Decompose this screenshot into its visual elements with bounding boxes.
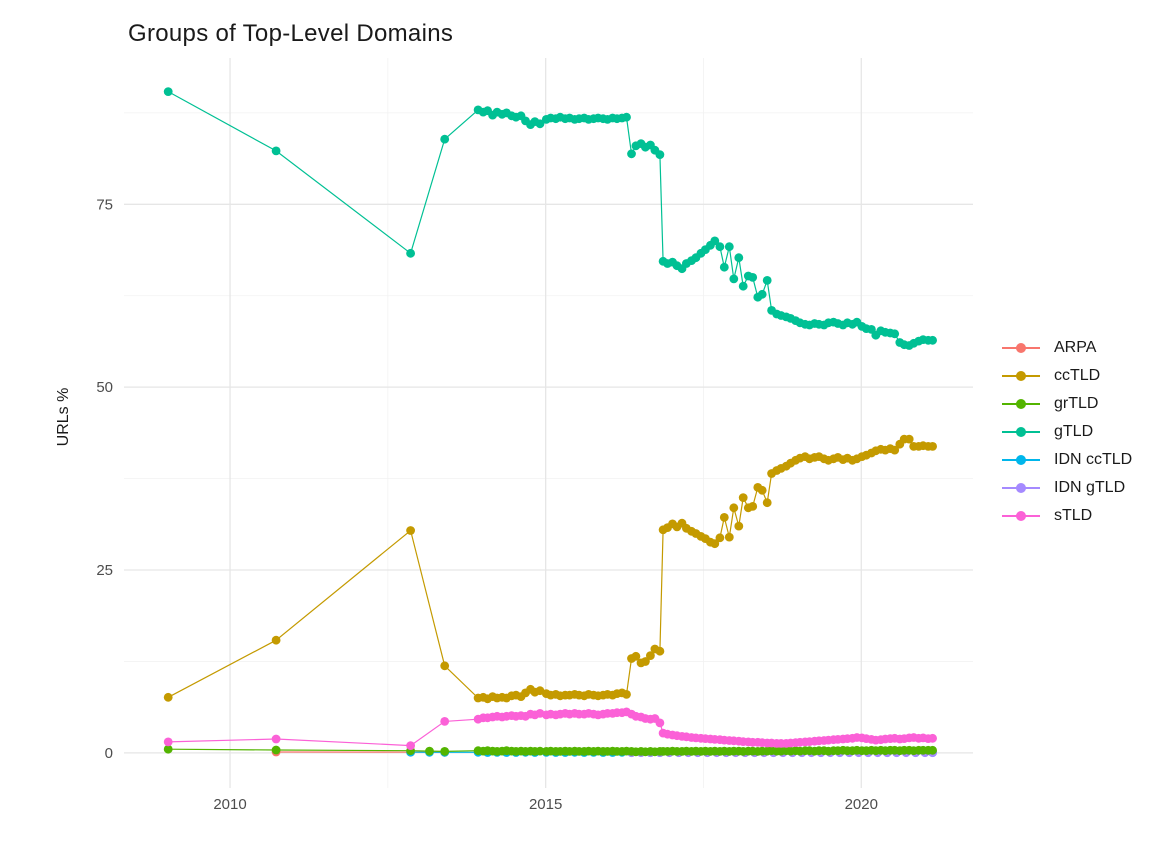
- data-point-ccTLD: [739, 493, 748, 502]
- legend-item-ARPA: ARPA: [1002, 334, 1132, 362]
- series-line-ccTLD: [168, 439, 932, 699]
- data-point-ccTLD: [763, 498, 772, 507]
- data-point-grTLD: [928, 746, 937, 755]
- data-point-ccTLD: [748, 502, 757, 511]
- legend-key-dot-icon: [1016, 343, 1026, 353]
- data-point-gTLD: [164, 87, 173, 96]
- legend-item-grTLD: grTLD: [1002, 390, 1132, 418]
- data-point-sTLD: [406, 741, 415, 750]
- data-point-ccTLD: [734, 522, 743, 531]
- data-point-grTLD: [425, 747, 434, 756]
- data-point-gTLD: [716, 242, 725, 251]
- data-point-grTLD: [440, 747, 449, 756]
- data-point-ccTLD: [729, 503, 738, 512]
- legend-key-dot-icon: [1016, 511, 1026, 521]
- data-point-gTLD: [656, 150, 665, 159]
- legend-item-gTLD: gTLD: [1002, 418, 1132, 446]
- legend-key-dot-icon: [1016, 371, 1026, 381]
- data-point-ccTLD: [905, 435, 914, 444]
- legend-swatch: [1002, 426, 1040, 438]
- x-tick-label: 2010: [213, 796, 246, 813]
- legend-label: ARPA: [1054, 339, 1096, 357]
- legend-swatch: [1002, 398, 1040, 410]
- data-point-gTLD: [734, 253, 743, 262]
- data-point-sTLD: [164, 738, 173, 747]
- y-tick-label: 0: [105, 745, 113, 762]
- legend-label: IDN ccTLD: [1054, 451, 1132, 469]
- data-point-ccTLD: [725, 533, 734, 542]
- data-point-gTLD: [406, 249, 415, 258]
- legend-label: IDN gTLD: [1054, 479, 1125, 497]
- data-point-ccTLD: [716, 533, 725, 542]
- legend-key-dot-icon: [1016, 455, 1026, 465]
- data-point-gTLD: [627, 149, 636, 158]
- x-tick-label: 2020: [845, 796, 878, 813]
- data-point-gTLD: [763, 276, 772, 285]
- legend: ARPA ccTLD grTLD gTLD IDN ccTLD IDN gTLD sTLD: [1002, 334, 1132, 530]
- legend-key-dot-icon: [1016, 427, 1026, 437]
- plot-area: 0 25 50 75 2010 2015 2020: [40, 16, 1164, 843]
- legend-item-sTLD: sTLD: [1002, 502, 1132, 530]
- data-point-ccTLD: [758, 486, 767, 495]
- data-point-gTLD: [748, 273, 757, 282]
- legend-swatch: [1002, 370, 1040, 382]
- legend-swatch: [1002, 342, 1040, 354]
- y-tick-label: 75: [96, 196, 113, 213]
- legend-item-IDN-ccTLD: IDN ccTLD: [1002, 446, 1132, 474]
- y-tick-label: 50: [96, 379, 113, 396]
- data-point-sTLD: [928, 734, 937, 743]
- data-point-gTLD: [729, 275, 738, 284]
- data-point-ccTLD: [164, 693, 173, 702]
- data-point-ccTLD: [272, 636, 281, 645]
- data-point-gTLD: [758, 290, 767, 299]
- legend-item-ccTLD: ccTLD: [1002, 362, 1132, 390]
- legend-swatch: [1002, 510, 1040, 522]
- data-point-gTLD: [928, 336, 937, 345]
- data-point-gTLD: [739, 282, 748, 291]
- legend-label: gTLD: [1054, 423, 1093, 441]
- data-point-sTLD: [272, 735, 281, 744]
- data-point-sTLD: [440, 717, 449, 726]
- legend-item-IDN-gTLD: IDN gTLD: [1002, 474, 1132, 502]
- data-point-grTLD: [272, 746, 281, 755]
- data-point-gTLD: [622, 113, 631, 122]
- series-line-gTLD: [168, 92, 932, 346]
- legend-swatch: [1002, 454, 1040, 466]
- data-point-ccTLD: [440, 661, 449, 670]
- data-point-gTLD: [720, 263, 729, 272]
- data-point-ccTLD: [622, 690, 631, 699]
- data-point-ccTLD: [406, 526, 415, 535]
- x-tick-label: 2015: [529, 796, 562, 813]
- y-tick-label: 25: [96, 562, 113, 579]
- data-point-ccTLD: [656, 647, 665, 656]
- legend-key-dot-icon: [1016, 399, 1026, 409]
- data-point-gTLD: [725, 242, 734, 251]
- data-point-ccTLD: [720, 513, 729, 522]
- data-point-sTLD: [656, 719, 665, 728]
- legend-label: sTLD: [1054, 507, 1092, 525]
- legend-label: grTLD: [1054, 395, 1098, 413]
- data-point-gTLD: [890, 329, 899, 338]
- legend-swatch: [1002, 482, 1040, 494]
- legend-label: ccTLD: [1054, 367, 1100, 385]
- data-point-ccTLD: [928, 442, 937, 451]
- legend-key-dot-icon: [1016, 483, 1026, 493]
- data-point-gTLD: [272, 147, 281, 156]
- data-point-gTLD: [440, 135, 449, 144]
